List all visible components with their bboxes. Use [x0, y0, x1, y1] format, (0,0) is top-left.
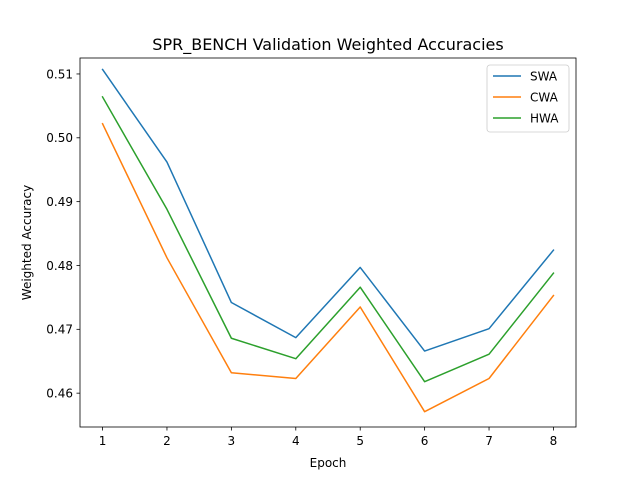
x-axis-label: Epoch — [310, 456, 347, 470]
x-axis: 1 2 3 4 5 6 7 8 — [99, 427, 558, 448]
series-line-cwa — [101, 122, 555, 413]
legend-label-cwa: CWA — [530, 90, 559, 104]
x-tick-label: 2 — [163, 434, 171, 448]
legend-box — [486, 64, 570, 133]
x-tick-label: 3 — [228, 434, 236, 448]
chart-title: SPR_BENCH Validation Weighted Accuracies — [152, 35, 503, 55]
y-tick-label: 0.51 — [46, 67, 73, 81]
x-tick-label: 6 — [421, 434, 429, 448]
y-tick-label: 0.50 — [46, 131, 73, 145]
y-axis-label: Weighted Accuracy — [20, 185, 34, 300]
x-tick-label: 5 — [356, 434, 364, 448]
legend-label-hwa: HWA — [530, 111, 559, 125]
series-line-swa — [101, 68, 555, 352]
plot-area — [101, 68, 555, 413]
axes-frame — [79, 57, 577, 428]
y-tick-label: 0.49 — [46, 195, 73, 209]
x-tick-label: 1 — [99, 434, 107, 448]
y-axis: 0.46 0.47 0.48 0.49 0.50 0.51 — [46, 67, 80, 400]
x-tick-label: 4 — [292, 434, 300, 448]
x-tick-label: 8 — [550, 434, 558, 448]
x-tick-label: 7 — [485, 434, 493, 448]
legend: SWA CWA HWA — [486, 64, 570, 133]
series-line-hwa — [101, 95, 555, 383]
y-tick-label: 0.46 — [46, 386, 73, 400]
y-tick-label: 0.47 — [46, 323, 73, 337]
legend-label-swa: SWA — [530, 69, 558, 83]
y-tick-label: 0.48 — [46, 259, 73, 273]
